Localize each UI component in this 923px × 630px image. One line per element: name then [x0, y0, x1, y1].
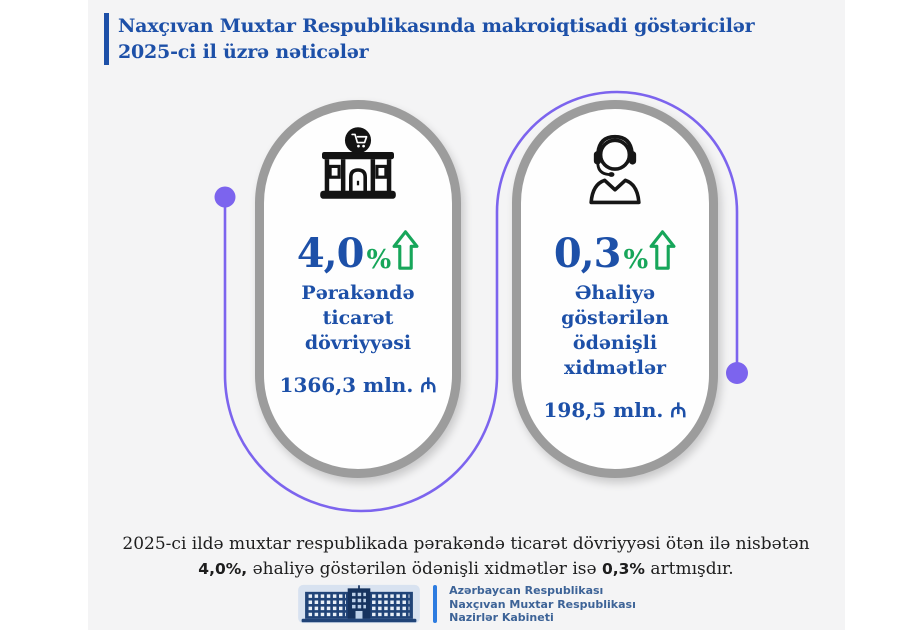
footer-org-line: Naxçıvan Muxtar Respublikası — [449, 597, 636, 611]
card-label-line: xidmətlər — [563, 357, 667, 379]
up-arrow-icon — [392, 230, 419, 270]
card-label-line: Pərakəndə — [301, 282, 415, 304]
headset-agent-icon — [570, 125, 660, 215]
growth-value-row: 0,3 % — [553, 221, 676, 277]
card-label-line: göstərilən ödənişli — [561, 307, 669, 354]
summary-bold-value: 0,3% — [601, 560, 645, 578]
growth-value: 0,3 — [553, 230, 622, 277]
footer-divider — [433, 585, 438, 624]
government-building-icon — [297, 584, 421, 624]
growth-value: 4,0 — [296, 230, 365, 277]
summary-text: 2025-ci ildə muxtar respublikada pərakən… — [104, 532, 828, 582]
up-arrow-icon — [649, 230, 676, 270]
percent-sign: % — [366, 245, 392, 275]
summary-part: artmışdır. — [644, 559, 734, 579]
paid-services-card: 0,3 % Əhaliyə göstərilən ödənişli xidmət… — [512, 100, 718, 478]
footer-org-line: Azərbaycan Respublikası — [449, 584, 604, 597]
storefront-icon — [313, 125, 403, 215]
summary-bold-value: 4,0%, — [198, 560, 248, 578]
page-subtitle: 2025-ci il üzrə nəticələr — [118, 41, 369, 63]
title-accent-bar — [104, 13, 109, 65]
percent-sign: % — [623, 245, 649, 275]
summary-part: 2025-ci ildə muxtar respublikada pərakən… — [122, 534, 810, 554]
card-label-line: Əhaliyə — [574, 282, 656, 304]
card-label-line: ticarət — [322, 307, 394, 329]
title-block: Naxçıvan Muxtar Respublikasında makroiqt… — [104, 13, 755, 65]
amount-value: 198,5 mln. ₼ — [543, 398, 687, 422]
card-label: Pərakəndə ticarət dövriyyəsi — [301, 281, 414, 356]
card-label: Əhaliyə göstərilən ödənişli xidmətlər — [521, 281, 709, 381]
footer-org-name: Azərbaycan Respublikası Naxçıvan Muxtar … — [449, 584, 636, 625]
footer: Azərbaycan Respublikası Naxçıvan Muxtar … — [88, 584, 845, 625]
amount-value: 1366,3 mln. ₼ — [279, 373, 437, 397]
growth-value-row: 4,0 % — [296, 221, 419, 277]
card-label-line: dövriyyəsi — [304, 332, 412, 354]
page-title: Naxçıvan Muxtar Respublikasında makroiqt… — [118, 15, 755, 37]
summary-part: əhaliyə göstərilən ödənişli xidmətlər is… — [247, 559, 602, 579]
footer-org-line: Nazirlər Kabineti — [449, 611, 554, 624]
retail-trade-card: 4,0 % Pərakəndə ticarət dövriyyəsi 1366,… — [255, 100, 461, 478]
